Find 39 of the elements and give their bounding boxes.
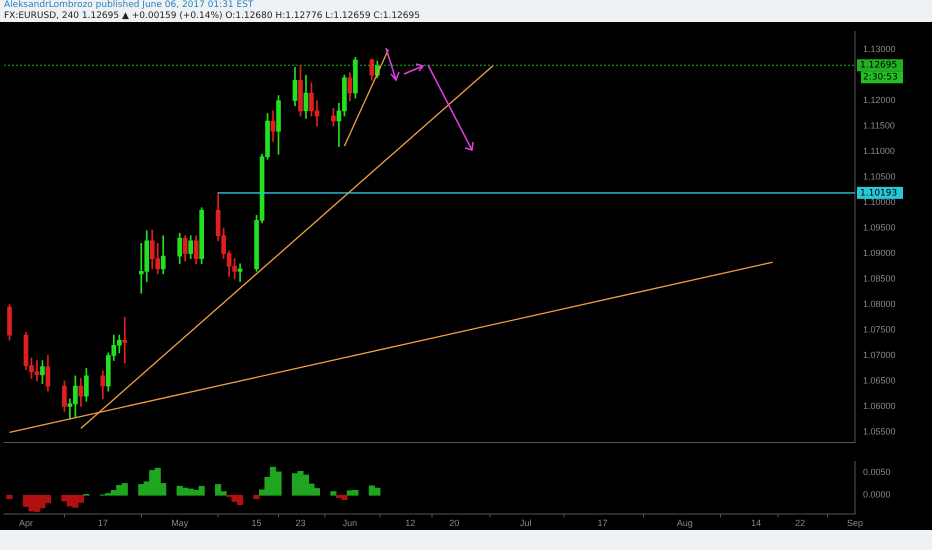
y-tick-label: 1.08500: [863, 274, 896, 284]
x-tick-label: Aug: [676, 518, 693, 528]
x-tick-label: 17: [597, 518, 608, 528]
y-tick-label: 0.0000: [863, 490, 891, 500]
x-tick-label: Sep: [846, 518, 864, 528]
y-tick-label: 1.10000: [863, 197, 896, 208]
y-tick-label: 1.05500: [863, 426, 896, 436]
y-tick-label: 1.11000: [863, 146, 895, 156]
chart-title: AleksandrLombrozo published June 06, 2017 01:31 EST: [4, 0, 254, 11]
y-tick-label: 1.09000: [863, 248, 896, 258]
y-tick-label: 0.0050: [863, 467, 891, 478]
y-tick-label: 1.06000: [863, 400, 896, 411]
x-tick-label: 22: [795, 518, 806, 528]
y-tick-label: 1.11500: [863, 120, 895, 131]
y-tick-label: 1.13000: [863, 44, 896, 54]
y-tick-label: 1.06500: [863, 375, 896, 386]
x-tick-label: 23: [295, 518, 306, 528]
y-tick-label: 1.10500: [863, 172, 896, 182]
x-tick-label: Jun: [342, 518, 358, 528]
ref-line-label: 1.12695: [860, 60, 898, 71]
x-tick-label: Apr: [18, 518, 33, 528]
bar: [253, 494, 260, 500]
y-tick-label: 1.07500: [863, 324, 896, 334]
text: 2:30:53: [863, 72, 898, 83]
chart-subtitle: FX:EURUSD, 240 1.12695 ▲ +0.00159 (+0.14%) O:1.12680 H:1.12776 L:1.12659 C:1.12695: [4, 11, 421, 22]
y-tick-label: 1.07000: [863, 350, 896, 360]
y-tick-label: 1.09500: [863, 222, 896, 233]
y-tick-label: 1.12000: [863, 95, 896, 106]
series-label: 1.10193: [860, 188, 898, 198]
x-tick-label: 20: [449, 518, 460, 528]
bar: [6, 494, 13, 500]
x-tick-label: 12: [405, 518, 416, 528]
bar: [330, 491, 336, 496]
y-tick-label: 1.08000: [863, 299, 896, 309]
x-tick-label: 15: [252, 518, 262, 528]
x-tick-label: Jul: [520, 518, 532, 528]
x-tick-label: 17: [98, 518, 108, 528]
x-tick-label: 14: [751, 518, 762, 528]
x-tick-label: May: [171, 518, 189, 528]
